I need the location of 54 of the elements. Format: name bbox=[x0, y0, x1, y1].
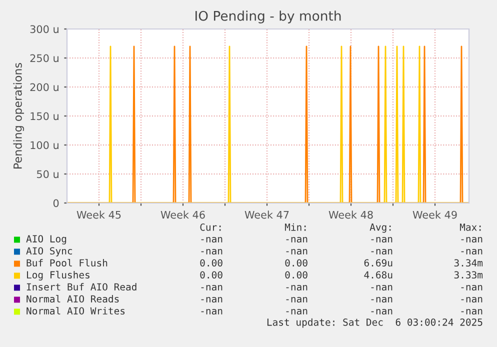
x-tick-label: Week 46 bbox=[160, 210, 205, 219]
text: 4.68u bbox=[364, 271, 392, 279]
text: -nan bbox=[201, 308, 222, 315]
legend-label: Normal AIO Reads bbox=[26, 294, 119, 303]
y-axis-title: Pending operations bbox=[13, 63, 24, 168]
x-tick-label: Week 45 bbox=[76, 210, 121, 219]
text: 0.00 bbox=[285, 259, 308, 267]
text: 6.69u bbox=[364, 259, 392, 267]
text: Avg: bbox=[370, 224, 391, 233]
text: -nan bbox=[201, 248, 222, 255]
text: -nan bbox=[286, 308, 308, 315]
text: Cur: bbox=[200, 223, 221, 231]
legend-label: Log Flushes bbox=[27, 270, 90, 280]
y-tick-label: 0 bbox=[53, 199, 59, 208]
legend-label: AIO Log bbox=[26, 235, 66, 244]
text: -nan bbox=[286, 296, 308, 303]
legend-label: Buf Pool Flush bbox=[26, 258, 108, 267]
text: -nan bbox=[371, 236, 392, 243]
y-tick-label: 200 u bbox=[30, 83, 58, 92]
text: Max: bbox=[460, 224, 481, 231]
text: -nan bbox=[201, 296, 222, 303]
text: 3.34m bbox=[454, 259, 483, 267]
legend-label: AIO Sync bbox=[26, 247, 72, 256]
text: -nan bbox=[286, 236, 308, 243]
y-tick-label: 300 u bbox=[30, 25, 58, 34]
text: 0.00 bbox=[285, 271, 308, 279]
text: Min: bbox=[284, 223, 306, 231]
text: 0.00 bbox=[200, 259, 222, 267]
text: 3.33m bbox=[454, 271, 483, 279]
y-tick-label: 250 u bbox=[30, 54, 58, 62]
y-tick-label: 50 u bbox=[37, 170, 58, 178]
text: -nan bbox=[461, 284, 482, 291]
text: -nan bbox=[371, 308, 392, 315]
text: -nan bbox=[201, 284, 222, 291]
text: -nan bbox=[461, 236, 482, 243]
text: -nan bbox=[371, 248, 392, 255]
legend-label: Insert Buf AIO Read bbox=[26, 283, 136, 291]
text: -nan bbox=[461, 308, 482, 315]
text: -nan bbox=[461, 248, 482, 255]
text: -nan bbox=[371, 284, 392, 291]
legend-label: Normal AIO Writes bbox=[26, 306, 125, 315]
x-tick-label: Week 49 bbox=[412, 210, 457, 219]
x-tick-label: Week 47 bbox=[244, 210, 289, 219]
text: -nan bbox=[286, 248, 308, 255]
text: -nan bbox=[201, 236, 222, 243]
text: -nan bbox=[286, 284, 308, 291]
text: 0.00 bbox=[200, 271, 222, 279]
y-tick-label: 100 u bbox=[30, 141, 58, 150]
y-tick-label: 150 u bbox=[30, 112, 58, 120]
text: -nan bbox=[461, 296, 482, 303]
text: Last update: Sat Dec 6 03:00:24 2025 bbox=[267, 318, 482, 328]
chart-title: IO Pending - by month bbox=[196, 10, 341, 24]
x-tick-label: Week 48 bbox=[328, 210, 373, 219]
text: -nan bbox=[371, 296, 392, 303]
